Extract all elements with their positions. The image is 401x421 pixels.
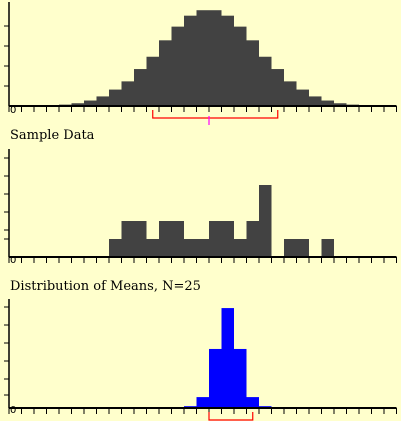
population-bar — [121, 81, 134, 106]
means-bar — [221, 308, 234, 408]
sample-bar — [209, 221, 222, 257]
sample-bar — [121, 221, 134, 257]
population-bar — [334, 103, 347, 106]
population-panel: 0 — [0, 0, 401, 125]
population-bar — [184, 15, 197, 106]
population-bar — [234, 26, 247, 107]
sample-bar — [171, 221, 184, 257]
means-panel: Distribution of Means, N=25 0 — [0, 275, 401, 421]
sample-bar — [296, 239, 309, 257]
sample-bar — [109, 239, 122, 257]
sample-bar — [284, 239, 297, 257]
sample-bar — [259, 185, 272, 257]
population-bar — [284, 81, 297, 106]
population-bar — [171, 26, 184, 107]
population-bar — [209, 10, 222, 107]
population-bar — [296, 89, 309, 106]
sample-panel: Sample Data 0 — [0, 125, 401, 275]
means-bar — [234, 348, 247, 408]
sample-panel-title: Sample Data — [10, 128, 95, 143]
means-bar — [209, 348, 222, 408]
sample-bar — [196, 239, 209, 257]
sample-bar — [321, 239, 334, 257]
sample-zero-label: 0 — [10, 255, 17, 266]
means-sd-bracket — [208, 412, 254, 421]
sample-bar — [221, 221, 234, 257]
means-bar — [246, 397, 259, 408]
population-bar — [271, 69, 284, 106]
sample-bar — [246, 221, 259, 257]
population-bar — [321, 100, 334, 106]
population-bar — [246, 40, 259, 106]
sample-bar — [146, 239, 159, 257]
sample-bar — [159, 221, 172, 257]
population-bar — [221, 15, 234, 106]
sample-bar — [134, 221, 147, 257]
population-histogram — [4, 2, 397, 125]
population-zero-label: 0 — [10, 105, 17, 116]
sample-bar — [184, 239, 197, 257]
population-bar — [96, 96, 109, 106]
means-zero-label: 0 — [10, 405, 17, 416]
population-bar — [259, 56, 272, 106]
population-bar — [159, 40, 172, 106]
sample-bar — [234, 239, 247, 257]
population-bar — [84, 100, 97, 106]
population-sd-bracket — [152, 110, 279, 119]
means-bar — [196, 397, 209, 408]
population-bar — [71, 103, 84, 106]
sample-histogram — [4, 149, 397, 263]
population-bar — [146, 56, 159, 106]
population-bar — [196, 10, 209, 107]
means-histogram — [4, 299, 397, 421]
population-bar — [309, 96, 322, 106]
population-bar — [109, 89, 122, 106]
means-panel-title: Distribution of Means, N=25 — [10, 279, 201, 294]
population-bar — [134, 69, 147, 106]
